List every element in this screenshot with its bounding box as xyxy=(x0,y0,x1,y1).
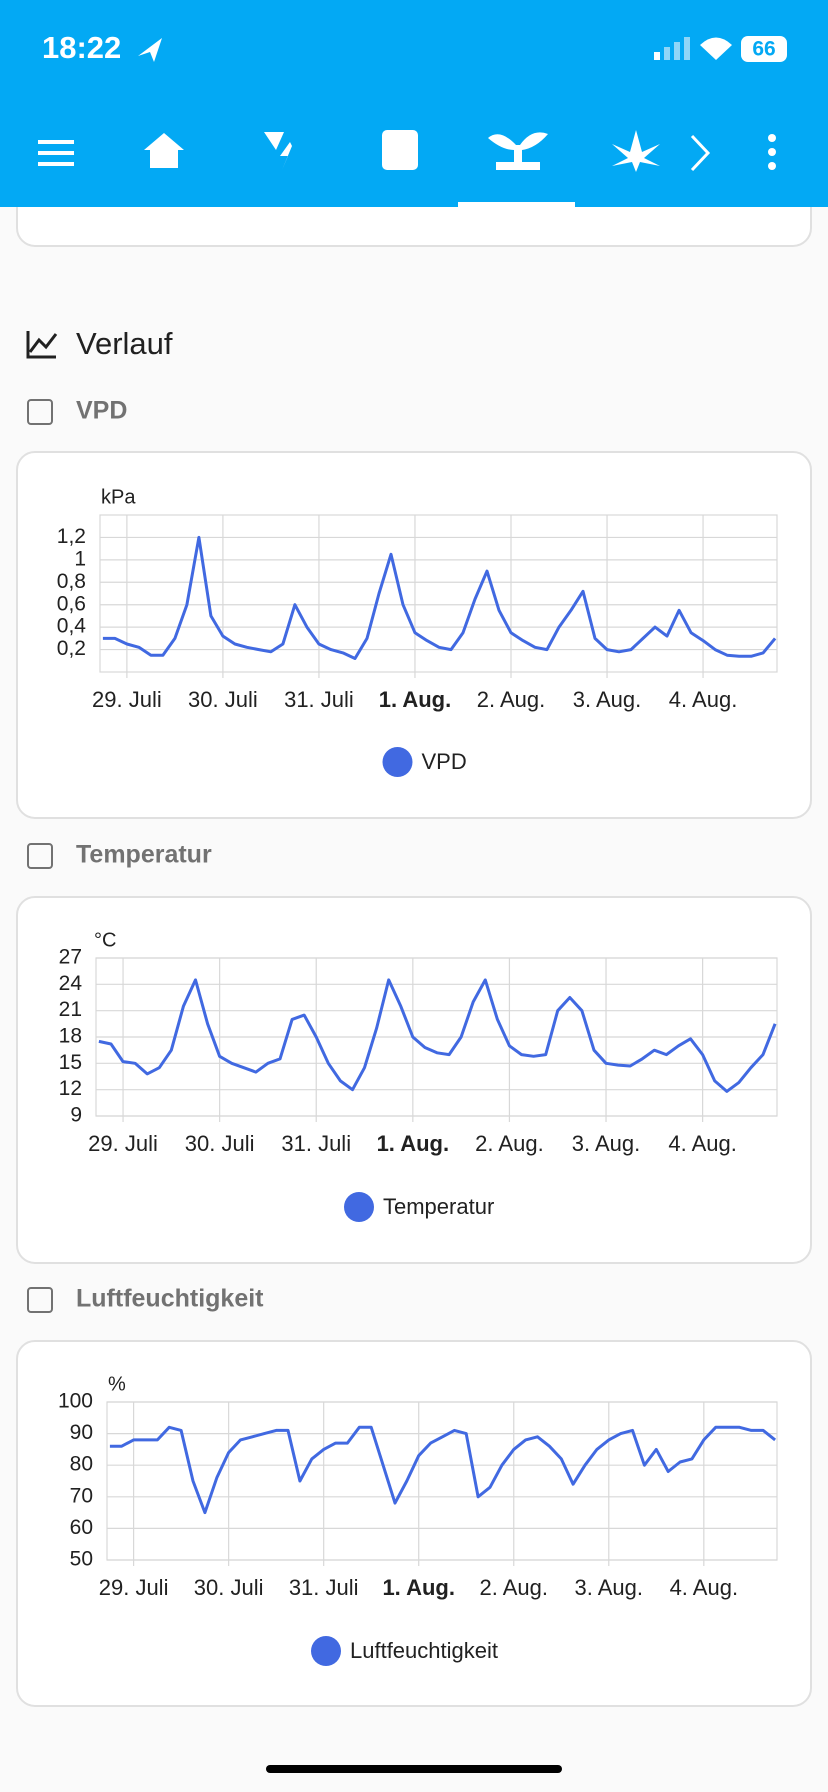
y-axis-unit: °C xyxy=(94,929,116,951)
overflow-menu[interactable] xyxy=(768,134,776,170)
heading-icon xyxy=(27,1287,53,1313)
x-tick-label: 2. Aug. xyxy=(477,687,546,712)
scroll-right[interactable] xyxy=(690,134,711,172)
x-tick-label: 30. Juli xyxy=(188,687,258,712)
y-tick-label: 0,6 xyxy=(57,592,86,615)
x-tick-label: 30. Juli xyxy=(185,1131,255,1156)
x-tick-label: 3. Aug. xyxy=(573,687,642,712)
x-tick-label: 1. Aug. xyxy=(382,1575,455,1600)
chart-icon xyxy=(26,331,58,359)
legend-label: Luftfeuchtigkeit xyxy=(350,1638,498,1663)
y-tick-label: 80 xyxy=(70,1453,93,1476)
y-tick-label: 21 xyxy=(59,998,82,1021)
status-time: 18:22 xyxy=(42,30,121,65)
y-tick-label: 27 xyxy=(59,946,82,969)
legend-marker xyxy=(382,747,413,777)
x-tick-label: 29. Juli xyxy=(99,1575,169,1600)
wifi-icon xyxy=(700,37,732,60)
legend-label: Temperatur xyxy=(383,1194,494,1219)
active-tab-indicator xyxy=(458,202,575,207)
card xyxy=(16,896,812,1264)
log-tab[interactable] xyxy=(382,130,418,170)
legend-marker xyxy=(344,1192,374,1222)
x-tick-label: 1. Aug. xyxy=(379,687,452,712)
data-line xyxy=(98,978,777,1093)
location-icon xyxy=(138,38,162,62)
energy-tab[interactable] xyxy=(264,132,292,170)
y-tick-label: 0,8 xyxy=(57,570,86,593)
footer xyxy=(0,1760,828,1792)
y-axis-unit: kPa xyxy=(101,486,136,508)
x-tick-label: 30. Juli xyxy=(194,1575,264,1600)
battery-icon xyxy=(741,36,787,62)
y-tick-label: 9 xyxy=(70,1104,82,1127)
chart-heading: Luftfeuchtigkeit xyxy=(76,1285,264,1313)
plant-tab[interactable] xyxy=(488,132,548,170)
menu-button[interactable] xyxy=(38,140,74,166)
heading-icon xyxy=(27,843,53,869)
y-tick-label: 18 xyxy=(59,1025,82,1048)
card xyxy=(16,1340,812,1707)
plot-frame xyxy=(99,514,778,673)
x-tick-label: 3. Aug. xyxy=(575,1575,644,1600)
legend-marker xyxy=(311,1636,341,1666)
y-tick-label: 1 xyxy=(74,547,86,570)
x-tick-label: 2. Aug. xyxy=(475,1131,544,1156)
x-tick-label: 31. Juli xyxy=(284,687,354,712)
home-tab[interactable] xyxy=(144,133,184,168)
y-tick-label: 0,2 xyxy=(57,637,86,660)
x-tick-label: 4. Aug. xyxy=(668,1131,737,1156)
heading-icon xyxy=(27,399,53,425)
y-tick-label: 15 xyxy=(59,1051,82,1074)
battery-level: 66 xyxy=(752,38,775,61)
chart-heading: VPD xyxy=(76,397,127,425)
signal-icon xyxy=(654,37,690,60)
app-header xyxy=(0,0,828,207)
x-tick-label: 4. Aug. xyxy=(669,687,738,712)
data-line xyxy=(109,1425,777,1515)
x-tick-label: 4. Aug. xyxy=(670,1575,739,1600)
y-tick-label: 12 xyxy=(59,1077,82,1100)
cannabis-tab[interactable] xyxy=(612,130,660,172)
x-tick-label: 31. Juli xyxy=(289,1575,359,1600)
x-tick-label: 31. Juli xyxy=(281,1131,351,1156)
data-line xyxy=(102,535,777,660)
card xyxy=(16,451,812,819)
y-tick-label: 60 xyxy=(70,1516,93,1539)
x-tick-label: 3. Aug. xyxy=(572,1131,641,1156)
chart-heading: Temperatur xyxy=(76,841,212,869)
y-axis-unit: % xyxy=(108,1373,126,1395)
legend-label: VPD xyxy=(422,749,467,774)
x-tick-label: 29. Juli xyxy=(88,1131,158,1156)
x-tick-label: 2. Aug. xyxy=(479,1575,548,1600)
y-tick-label: 100 xyxy=(58,1390,93,1413)
y-tick-label: 1,2 xyxy=(57,525,86,548)
x-tick-label: 29. Juli xyxy=(92,687,162,712)
y-tick-label: 0,4 xyxy=(57,615,87,638)
x-tick-label: 1. Aug. xyxy=(377,1131,450,1156)
home-indicator xyxy=(266,1765,562,1773)
section-title: Verlauf xyxy=(76,326,173,361)
y-tick-label: 50 xyxy=(70,1548,93,1571)
y-tick-label: 90 xyxy=(70,1421,93,1444)
y-tick-label: 24 xyxy=(59,972,83,995)
y-tick-label: 70 xyxy=(70,1484,93,1507)
